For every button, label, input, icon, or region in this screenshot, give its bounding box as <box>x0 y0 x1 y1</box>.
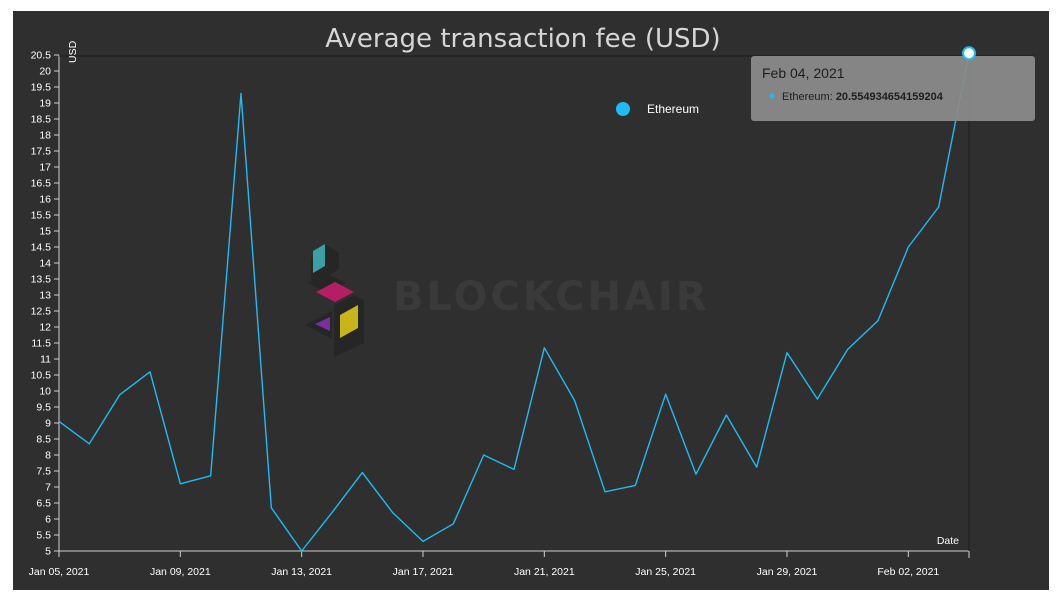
y-tick-label: 9 <box>45 418 51 430</box>
y-tick-label: 14 <box>39 258 51 270</box>
tooltip-value: 20.554934654159204 <box>836 91 944 103</box>
series-layer <box>58 53 970 552</box>
tooltip-series-label: Ethereum: <box>782 91 833 103</box>
y-tick-label: 5 <box>45 546 51 558</box>
y-tick-label: 12.5 <box>31 306 52 318</box>
y-tick-label: 13.5 <box>31 274 52 286</box>
series-line-ethereum <box>58 53 970 552</box>
x-tick-label: Jan 13, 2021 <box>271 566 332 578</box>
hover-layer <box>962 46 976 61</box>
y-tick-label: 11 <box>40 354 51 366</box>
y-tick-label: 7.5 <box>36 466 51 478</box>
y-tick-label: 11.5 <box>31 338 51 350</box>
blockchair-logo-icon <box>305 244 364 357</box>
y-axis-ticks: 5 5.5 6 6.5 7 7.5 8 8.5 9 9.5 10 10.5 11 11.5 12 12.5 13… <box>31 50 59 558</box>
y-tick-label: 14.5 <box>31 242 52 254</box>
y-tick-label: 18 <box>39 130 51 142</box>
chart-title: Average transaction fee (USD) <box>325 24 720 54</box>
blockchair-watermark: BLOCKCHAIR <box>305 244 710 357</box>
legend-label-ethereum: Ethereum <box>647 102 699 116</box>
x-tick-label: Jan 29, 2021 <box>757 566 818 578</box>
hover-point-marker <box>962 46 976 61</box>
y-tick-label: 19 <box>39 98 51 110</box>
tooltip-series-row: Ethereum: 20.554934654159204 <box>782 91 944 103</box>
y-tick-label: 10 <box>39 386 51 398</box>
y-tick-label: 20 <box>39 66 51 78</box>
x-tick-label: Jan 05, 2021 <box>29 566 90 578</box>
y-tick-label: 6 <box>45 514 51 526</box>
y-tick-label: 16 <box>39 194 51 206</box>
watermark-text: BLOCKCHAIR <box>393 274 710 320</box>
y-axis-label: USD <box>67 40 79 63</box>
chart-svg: BLOCKCHAIR Average transaction fee (USD)… <box>29 24 1035 578</box>
tooltip-date: Feb 04, 2021 <box>762 65 845 81</box>
y-tick-label: 9.5 <box>36 402 51 414</box>
y-tick-label: 15.5 <box>31 210 52 222</box>
chart-container: BLOCKCHAIR Average transaction fee (USD)… <box>13 11 1049 590</box>
y-tick-label: 16.5 <box>31 178 52 190</box>
y-tick-label: 15 <box>39 226 51 238</box>
y-tick-label: 5.5 <box>36 530 51 542</box>
y-tick-label: 8 <box>45 450 51 462</box>
y-tick-label: 8.5 <box>36 434 51 446</box>
y-tick-label: 10.5 <box>31 370 52 382</box>
x-tick-label: Jan 21, 2021 <box>514 566 575 578</box>
legend[interactable]: Ethereum <box>616 102 699 116</box>
y-tick-label: 13 <box>39 290 51 302</box>
x-tick-label: Jan 09, 2021 <box>150 566 211 578</box>
legend-swatch-ethereum <box>616 102 630 116</box>
y-tick-label: 19.5 <box>31 82 52 94</box>
y-tick-label: 6.5 <box>36 498 51 510</box>
tooltip-box <box>751 56 1035 121</box>
y-tick-label: 7 <box>45 482 51 494</box>
y-tick-label: 12 <box>39 322 51 334</box>
x-tick-label: Jan 17, 2021 <box>393 566 454 578</box>
tooltip: Feb 04, 2021 Ethereum: 20.55493465415920… <box>751 56 1035 121</box>
x-axis-ticks: Jan 05, 2021 Jan 09, 2021 Jan 13, 2021 Jan … <box>29 551 939 578</box>
y-tick-label: 20.5 <box>31 50 52 62</box>
tooltip-series-dot <box>769 93 775 99</box>
x-axis-label: Date <box>937 535 959 547</box>
x-tick-label: Jan 25, 2021 <box>635 566 696 578</box>
y-tick-label: 18.5 <box>31 114 52 126</box>
x-tick-label: Feb 02, 2021 <box>877 566 939 578</box>
y-tick-label: 17.5 <box>31 146 52 158</box>
y-tick-label: 17 <box>39 162 51 174</box>
